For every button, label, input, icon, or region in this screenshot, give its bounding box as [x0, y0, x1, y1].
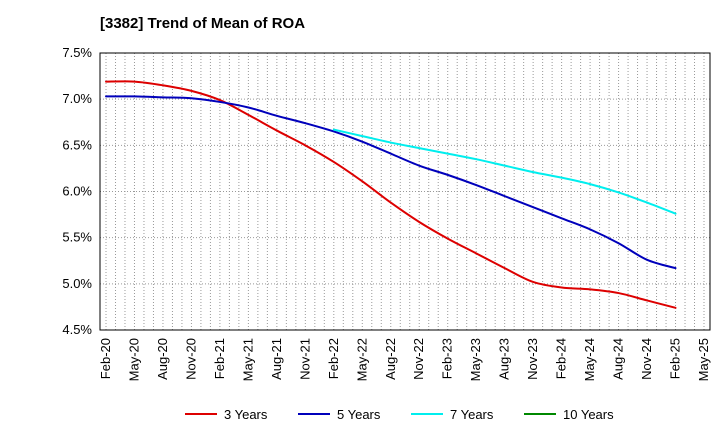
- x-tick-label: Aug-23: [497, 338, 512, 380]
- x-tick-label: Feb-22: [326, 338, 341, 379]
- x-tick-label: Nov-24: [639, 338, 654, 380]
- series-line-5-years: [105, 95, 677, 270]
- y-tick-label: 5.0%: [62, 276, 92, 291]
- x-tick-label: May-20: [126, 338, 141, 381]
- x-tick-label: Feb-25: [668, 338, 683, 379]
- y-axis-ticks: 4.5% 5.0% 5.5% 6.0% 6.5% 7.0% 7.5%: [62, 45, 92, 337]
- x-tick-label: Feb-20: [98, 338, 113, 379]
- y-tick-label: 4.5%: [62, 322, 92, 337]
- x-tick-label: Nov-22: [411, 338, 426, 380]
- x-tick-label: Aug-24: [611, 338, 626, 380]
- x-tick-label: Aug-20: [155, 338, 170, 380]
- x-tick-label: Aug-22: [383, 338, 398, 380]
- y-tick-label: 7.0%: [62, 91, 92, 106]
- x-tick-label: Feb-23: [440, 338, 455, 379]
- y-tick-label: 5.5%: [62, 230, 92, 245]
- series-line-3-years: [105, 80, 677, 309]
- x-tick-label: May-24: [582, 338, 597, 381]
- plot-area-border: [99, 52, 711, 331]
- x-tick-label: May-22: [354, 338, 369, 381]
- legend: 3 Years 5 Years 7 Years 10 Years: [185, 407, 614, 422]
- x-tick-label: May-23: [468, 338, 483, 381]
- y-tick-label: 6.5%: [62, 137, 92, 152]
- x-axis-ticks: Feb-20 May-20 Aug-20 Nov-20 Feb-21 May-21 Aug-…: [98, 338, 711, 381]
- x-tick-label: May-21: [240, 338, 255, 381]
- y-tick-label: 7.5%: [62, 45, 92, 60]
- x-tick-label: Nov-21: [297, 338, 312, 380]
- series-line-7-years: [332, 128, 677, 215]
- y-tick-label: 6.0%: [62, 184, 92, 199]
- legend-label-5-years: 5 Years: [337, 407, 381, 422]
- legend-label-10-years: 10 Years: [563, 407, 614, 422]
- x-tick-label: Nov-20: [183, 338, 198, 380]
- x-tick-label: Aug-21: [269, 338, 284, 380]
- chart-title: [3382] Trend of Mean of ROA: [100, 15, 306, 32]
- legend-label-3-years: 3 Years: [224, 407, 268, 422]
- x-tick-label: May-25: [696, 338, 711, 381]
- x-tick-label: Feb-21: [212, 338, 227, 379]
- x-tick-label: Feb-24: [554, 338, 569, 379]
- legend-label-7-years: 7 Years: [450, 407, 494, 422]
- grid-lines: [100, 52, 710, 331]
- x-tick-label: Nov-23: [525, 338, 540, 380]
- series-lines: [105, 80, 677, 309]
